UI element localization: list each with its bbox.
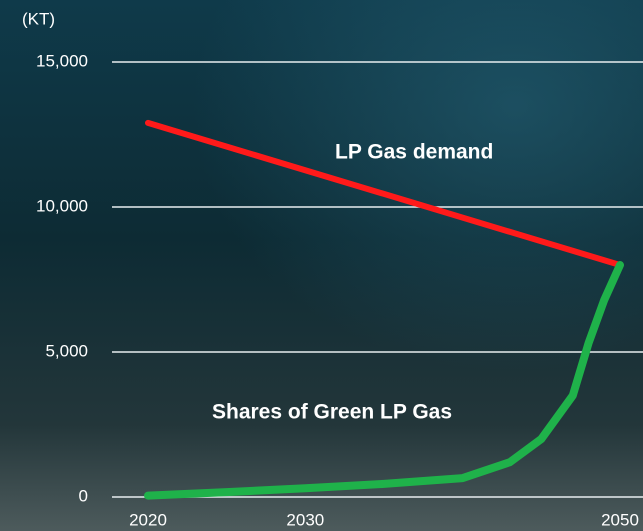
y-tick-label: 15,000 — [36, 51, 88, 70]
data-line — [145, 119, 623, 268]
x-tick-label: 2050 — [601, 510, 639, 529]
data-line — [144, 261, 624, 500]
annotation: Shares of Green LP Gas — [212, 401, 452, 424]
x-tick-label: 2030 — [286, 510, 324, 529]
x-tick-label: 2020 — [129, 510, 167, 529]
y-tick-label: 10,000 — [36, 196, 88, 215]
y-axis-label: (KT) — [22, 9, 55, 28]
annotation: LP Gas demand — [335, 141, 493, 164]
y-tick-label: 0 — [79, 486, 88, 505]
y-tick-label: 5,000 — [45, 341, 88, 360]
